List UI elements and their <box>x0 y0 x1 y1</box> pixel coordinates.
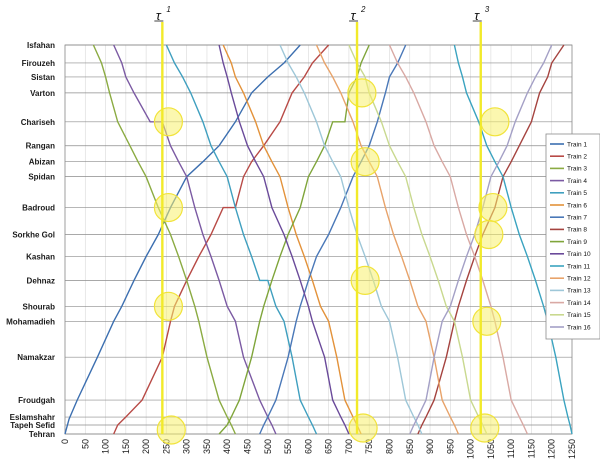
x-tick-label: 1050 <box>486 439 496 459</box>
legend-label: Train 5 <box>567 190 587 197</box>
station-label: Tapeh Sefid <box>10 421 55 430</box>
x-tick-label: 800 <box>384 439 394 454</box>
legend-label: Train 4 <box>567 178 587 185</box>
x-tick-label: 350 <box>202 439 212 454</box>
station-label: Eslamshahr <box>10 413 55 422</box>
station-label: Froudgah <box>18 396 55 405</box>
conflict-highlight <box>474 219 504 250</box>
series-line-train-13 <box>279 44 423 435</box>
station-label: Namakzar <box>17 353 55 362</box>
legend: Train 1 Train 2 Train 3 Train 4 Train 5 Train… <box>545 133 600 340</box>
legend-label: Train 3 <box>567 166 587 173</box>
series-line-train-3 <box>92 44 237 435</box>
station-label: Isfahan <box>27 41 55 50</box>
conflict-highlight <box>153 107 184 137</box>
legend-label: Train 10 <box>567 251 591 258</box>
series-line-train-11 <box>453 44 573 435</box>
x-tick-label: 950 <box>445 439 455 454</box>
station-label: Rangan <box>26 142 55 151</box>
x-tick-label: 550 <box>283 439 293 454</box>
legend-label: Train 6 <box>567 202 587 209</box>
series-line-train-1 <box>64 44 301 435</box>
legend-label: Train 13 <box>567 288 591 295</box>
x-tick-label: 850 <box>405 439 415 454</box>
time-marker-superscript: 2 <box>360 5 366 14</box>
x-tick-label: 1000 <box>466 439 476 459</box>
station-label: Badroud <box>22 204 55 213</box>
legend-label: Train 1 <box>567 141 587 148</box>
conflict-highlight <box>350 147 380 177</box>
conflict-highlight <box>153 192 184 223</box>
legend-label: Train 15 <box>567 312 591 319</box>
legend-label: Train 16 <box>567 324 591 331</box>
station-label: Chariseh <box>21 118 55 127</box>
series-line-train-10 <box>218 44 350 435</box>
series-line-train-6 <box>222 44 362 435</box>
x-tick-label: 250 <box>161 439 171 454</box>
series-line-train-12 <box>315 44 460 435</box>
station-label: Shourab <box>23 302 56 311</box>
x-tick-label: 700 <box>344 439 354 454</box>
conflict-highlight <box>347 78 377 108</box>
conflict-highlight <box>350 265 380 295</box>
x-tick-label: 1100 <box>506 439 516 458</box>
x-tick-label: 1200 <box>547 439 557 459</box>
station-labels: Isfahan Firouzeh Sistan Varton Chariseh Ranga… <box>6 41 55 439</box>
time-marker-label: τ <box>156 8 162 23</box>
x-tick-label: 300 <box>182 439 192 454</box>
legend-label: Train 11 <box>567 263 591 270</box>
conflict-highlight <box>470 413 500 443</box>
time-marker-superscript: 3 <box>485 5 490 14</box>
x-tick-label: 0 <box>60 439 70 444</box>
conflict-highlight <box>480 107 510 137</box>
x-tick-label: 150 <box>121 439 131 454</box>
time-marker-label: τ <box>351 8 357 23</box>
station-label: Mohamadieh <box>6 317 55 326</box>
time-marker-superscript: 1 <box>166 5 170 14</box>
legend-label: Train 9 <box>567 239 587 246</box>
conflict-highlight <box>478 192 508 223</box>
series-line-train-9 <box>218 44 370 435</box>
series-line-train-14 <box>388 44 529 435</box>
x-tick-label: 650 <box>324 439 334 454</box>
station-label: Sorkhe Gol <box>12 231 55 240</box>
legend-label: Train 7 <box>567 215 587 222</box>
station-label: Sistan <box>31 73 55 82</box>
station-label: Tehran <box>29 430 55 439</box>
x-tick-label: 100 <box>101 439 111 454</box>
station-label: Dehnaz <box>27 276 55 285</box>
x-tick-label: 450 <box>243 439 253 454</box>
x-axis-ticks: 0 50 100 150 200 250 300 350 400 450 500 550 600 650 7… <box>60 439 577 459</box>
conflict-highlight <box>156 415 186 445</box>
conflict-highlight <box>153 291 184 321</box>
legend-label: Train 2 <box>567 154 587 161</box>
x-tick-label: 400 <box>222 439 232 454</box>
series-line-train-7 <box>259 44 407 435</box>
series-line-train-5 <box>165 44 318 435</box>
station-label: Spidan <box>28 173 55 182</box>
station-label: Firouzeh <box>22 59 55 68</box>
x-tick-label: 1150 <box>526 439 536 458</box>
time-marker-label: τ <box>474 8 480 23</box>
station-label: Varton <box>30 89 55 98</box>
series-line-train-2 <box>113 44 330 435</box>
station-label: Abizan <box>29 158 55 167</box>
conflict-highlight <box>348 413 378 443</box>
legend-label: Train 8 <box>567 227 587 234</box>
x-tick-label: 50 <box>80 439 90 449</box>
x-tick-label: 200 <box>141 439 151 454</box>
x-tick-label: 500 <box>263 439 273 454</box>
legend-label: Train 12 <box>567 276 591 283</box>
station-label: Kashan <box>26 252 55 261</box>
series-line-train-4 <box>113 44 277 435</box>
conflict-highlight <box>472 306 502 336</box>
x-tick-label: 600 <box>303 439 313 454</box>
x-tick-label: 1250 <box>567 439 577 459</box>
legend-label: Train 14 <box>567 300 591 307</box>
x-tick-label: 900 <box>425 439 435 454</box>
x-tick-label: 750 <box>364 439 374 454</box>
